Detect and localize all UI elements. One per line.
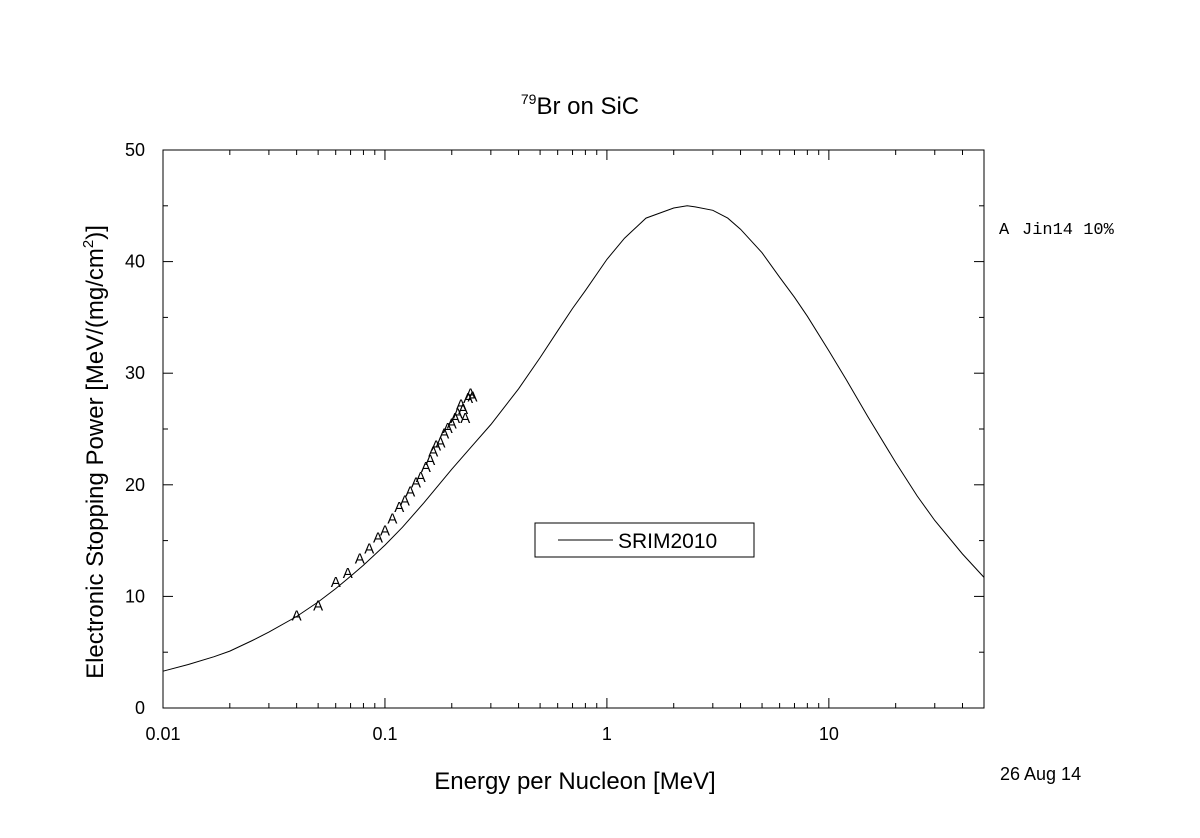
marker-point-jin14: A [458, 401, 468, 418]
x-tick-label: 0.01 [145, 724, 180, 744]
marker-point-jin14: A [355, 551, 365, 568]
marker-point-jin14: A [364, 540, 374, 557]
marker-point-jin14: A [456, 396, 466, 413]
chart-title-isotope: 79 [521, 91, 537, 107]
marker-point-jin14: A [463, 390, 473, 407]
axis-ticks [162, 149, 985, 709]
y-tick-label: 40 [125, 252, 145, 272]
marker-point-jin14: A [439, 426, 449, 443]
chart-title: 79Br on SiC [521, 91, 639, 120]
marker-point-jin14: A [453, 405, 463, 422]
side-legend-symbol: A [999, 221, 1010, 240]
marker-point-jin14: A [443, 420, 453, 437]
x-tick-label: 10 [819, 724, 839, 744]
y-axis-label-main: Electronic Stopping Power [MeV/(mg/cm [82, 248, 109, 679]
marker-point-jin14: A [467, 389, 477, 406]
marker-point-jin14: A [421, 459, 431, 476]
marker-point-jin14: A [394, 499, 404, 516]
x-tick-label: 0.1 [372, 724, 397, 744]
marker-point-jin14: A [425, 452, 435, 469]
marker-point-jin14: A [331, 574, 341, 591]
y-tick-label: 30 [125, 363, 145, 383]
marker-point-jin14: A [416, 469, 426, 486]
series-layer [162, 205, 985, 672]
series-line-srim2010 [162, 205, 985, 672]
y-tick-label: 20 [125, 475, 145, 495]
marker-point-jin14: A [387, 510, 397, 527]
marker-point-jin14: A [343, 565, 353, 582]
marker-point-jin14: A [460, 410, 470, 427]
marker-point-jin14: A [380, 523, 390, 540]
y-tick-label: 50 [125, 140, 145, 160]
x-axis-label: Energy per Nucleon [MeV] [434, 768, 715, 795]
marker-point-jin14: A [465, 385, 475, 402]
side-legend: A Jin14 10% [999, 221, 1115, 240]
marker-point-jin14: A [435, 434, 445, 451]
marker-point-jin14: A [450, 410, 460, 427]
marker-point-jin14: A [373, 529, 383, 546]
x-tick-label: 1 [602, 724, 612, 744]
legend-box: SRIM2010 [534, 522, 755, 558]
legend-label-srim2010: SRIM2010 [618, 530, 717, 553]
side-legend-label: Jin14 10% [1022, 221, 1115, 240]
marker-point-jin14: A [431, 438, 441, 455]
y-axis-label-sup: 2 [80, 240, 97, 248]
y-axis-label: Electronic Stopping Power [MeV/(mg/cm2)] [80, 225, 109, 679]
marker-point-jin14: A [411, 475, 421, 492]
date-label: 26 Aug 14 [1000, 764, 1081, 784]
marker-point-jin14: A [292, 607, 302, 624]
marker-point-jin14: A [428, 443, 438, 460]
marker-point-jin14: A [405, 484, 415, 501]
plot-area [162, 149, 985, 709]
y-axis-label-end: )] [82, 225, 109, 240]
marker-point-jin14: A [313, 597, 323, 614]
marker-point-jin14: A [400, 492, 410, 509]
marker-point-jin14: A [447, 415, 457, 432]
y-tick-label: 0 [135, 698, 145, 718]
y-tick-label: 10 [125, 586, 145, 606]
axis-tick-labels: 0.01 0.1 1 10 0 10 20 30 40 50 [125, 140, 839, 744]
chart-title-main: Br on SiC [536, 93, 639, 120]
